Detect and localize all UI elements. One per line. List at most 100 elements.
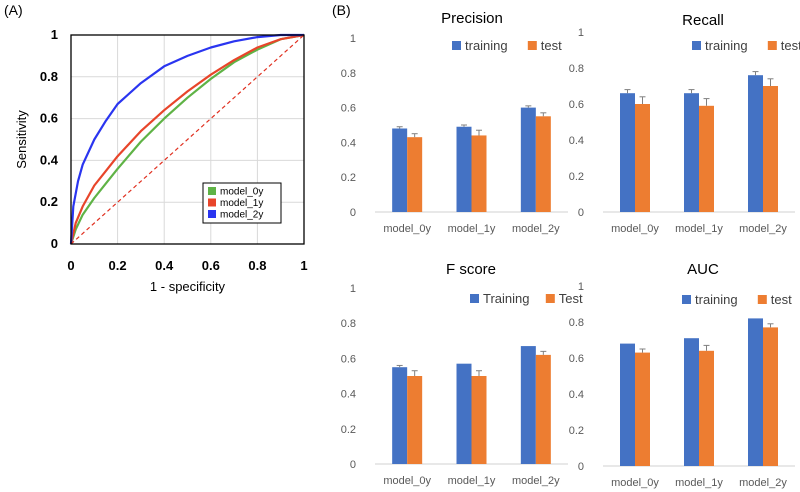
roc-xtick-label: 0.6 <box>202 258 220 273</box>
recall-bar-test-model-2y <box>763 86 778 212</box>
auc-legend-label: test <box>771 292 792 307</box>
fscore-bar-training-model-2y <box>520 346 536 464</box>
auc-bar-test-model-1y <box>699 350 714 466</box>
recall-legend-label: training <box>705 38 748 53</box>
auc-category-label: model_1y <box>675 477 723 489</box>
roc-xtick-label: 0.2 <box>109 258 127 273</box>
recall-legend-label: test <box>781 38 800 53</box>
fscore-legend-swatch <box>545 294 555 303</box>
auc-legend-label: training <box>695 292 738 307</box>
recall-bar-test-model-1y <box>699 105 714 212</box>
auc-ytick-label: 0.2 <box>569 425 584 437</box>
auc-ytick-label: 0.8 <box>569 317 584 329</box>
recall-bar-training-model-0y <box>620 93 635 212</box>
fscore-bar-test-model-0y <box>407 376 423 464</box>
fscore-legend-swatch <box>470 294 479 303</box>
auc-title: AUC <box>687 261 719 278</box>
panel-a-label: (A) <box>4 2 23 18</box>
roc-plot-frame <box>70 34 305 245</box>
auc-category-label: model_2y <box>739 477 787 489</box>
recall-bar-training-model-1y <box>684 93 699 212</box>
roc-curve-model-1y <box>69 33 305 245</box>
roc-ytick-label: 0.4 <box>40 152 59 167</box>
recall-category-label: model_0y <box>611 223 659 235</box>
recall-ytick-label: 0.2 <box>569 171 584 183</box>
roc-curve-model-0y <box>69 33 305 245</box>
precision-bar-test-model-0y <box>407 137 423 212</box>
fscore-ytick-label: 0.8 <box>341 318 356 330</box>
precision-bar-training-model-1y <box>456 126 472 212</box>
fscore-title: F score <box>446 261 496 278</box>
precision-legend-swatch <box>452 41 461 50</box>
roc-xtick-label: 1 <box>300 258 307 273</box>
roc-reference-diagonal <box>70 34 305 245</box>
auc-ytick-label: 1 <box>578 281 584 293</box>
recall-category-label: model_2y <box>739 223 787 235</box>
precision-ytick-label: 0 <box>350 207 356 219</box>
precision-category-label: model_2y <box>512 223 560 235</box>
precision-bar-test-model-1y <box>471 135 487 212</box>
roc-ytick-label: 0 <box>51 236 58 251</box>
recall-bar-training-model-2y <box>748 75 763 212</box>
precision-ytick-label: 0.8 <box>341 68 356 80</box>
roc-xtick-label: 0.4 <box>155 258 174 273</box>
fscore-ytick-label: 0.2 <box>341 424 356 436</box>
recall-legend-swatch <box>767 41 777 50</box>
roc-ytick-label: 0.8 <box>40 69 58 84</box>
panel-b-label: (B) <box>332 2 351 18</box>
bar-chart-precision: Precision 0 0.2 0.4 0.6 0.8 1 model_0y model_1y m… <box>341 10 568 235</box>
recall-ytick-label: 0 <box>578 207 584 219</box>
auc-ytick-label: 0 <box>578 461 584 473</box>
fscore-bar-test-model-1y <box>471 376 487 464</box>
roc-legend-label: model_2y <box>220 210 263 221</box>
precision-ytick-label: 1 <box>350 33 356 45</box>
fscore-bar-training-model-0y <box>392 367 408 464</box>
fscore-bar-training-model-1y <box>456 363 472 464</box>
auc-bar-training-model-2y <box>748 318 763 466</box>
roc-ytick-label: 0.2 <box>40 194 58 209</box>
recall-bar-test-model-0y <box>635 104 650 212</box>
recall-legend-swatch <box>692 41 701 50</box>
precision-category-label: model_1y <box>448 223 496 235</box>
roc-ytick-label: 1 <box>51 27 58 42</box>
recall-ytick-label: 0.8 <box>569 63 584 75</box>
roc-legend-label: model_1y <box>220 198 263 209</box>
fscore-legend-label: Test <box>559 291 583 306</box>
precision-legend-label: training <box>465 38 508 53</box>
roc-legend-label: model_0y <box>220 187 263 198</box>
precision-category-label: model_0y <box>383 223 431 235</box>
precision-bar-training-model-0y <box>392 128 408 212</box>
fscore-category-label: model_2y <box>512 475 560 487</box>
precision-ytick-label: 0.6 <box>341 103 356 115</box>
auc-bar-training-model-0y <box>620 343 635 466</box>
roc-legend-swatch <box>208 187 216 195</box>
recall-ytick-label: 0.4 <box>569 135 584 147</box>
fscore-bar-test-model-2y <box>535 354 551 464</box>
roc-chart: 0 0.2 0.4 0.6 0.8 1 0 0.2 0.4 0.6 0.8 1 1 - specific… <box>14 27 308 294</box>
auc-ytick-label: 0.6 <box>569 353 584 365</box>
precision-legend-swatch <box>527 41 537 50</box>
fscore-ytick-label: 0.6 <box>341 353 356 365</box>
auc-bar-test-model-0y <box>635 352 650 466</box>
recall-category-label: model_1y <box>675 223 723 235</box>
precision-ytick-label: 0.2 <box>341 172 356 184</box>
auc-bar-test-model-2y <box>763 327 778 466</box>
roc-curve-model-2y <box>69 33 304 245</box>
recall-ytick-label: 0.6 <box>569 99 584 111</box>
roc-legend-swatch <box>208 198 216 207</box>
roc-yaxis-label: Sensitivity <box>14 110 29 169</box>
fscore-ytick-label: 0.4 <box>341 389 356 401</box>
auc-bar-training-model-1y <box>684 338 699 466</box>
recall-title: Recall <box>682 12 724 29</box>
roc-xtick-label: 0.8 <box>248 258 266 273</box>
roc-legend-swatch <box>208 210 216 218</box>
roc-xaxis-label: 1 - specificity <box>150 279 226 294</box>
bar-chart-fscore: F score 0 0.2 0.4 0.6 0.8 1 model_0y model_1y mod… <box>341 261 583 487</box>
auc-legend-swatch <box>682 295 691 304</box>
fscore-ytick-label: 1 <box>350 283 356 295</box>
precision-legend-label: test <box>541 38 562 53</box>
fscore-category-label: model_1y <box>448 475 496 487</box>
fscore-legend-label: Training <box>483 291 529 306</box>
roc-ytick-label: 0.6 <box>40 111 58 126</box>
